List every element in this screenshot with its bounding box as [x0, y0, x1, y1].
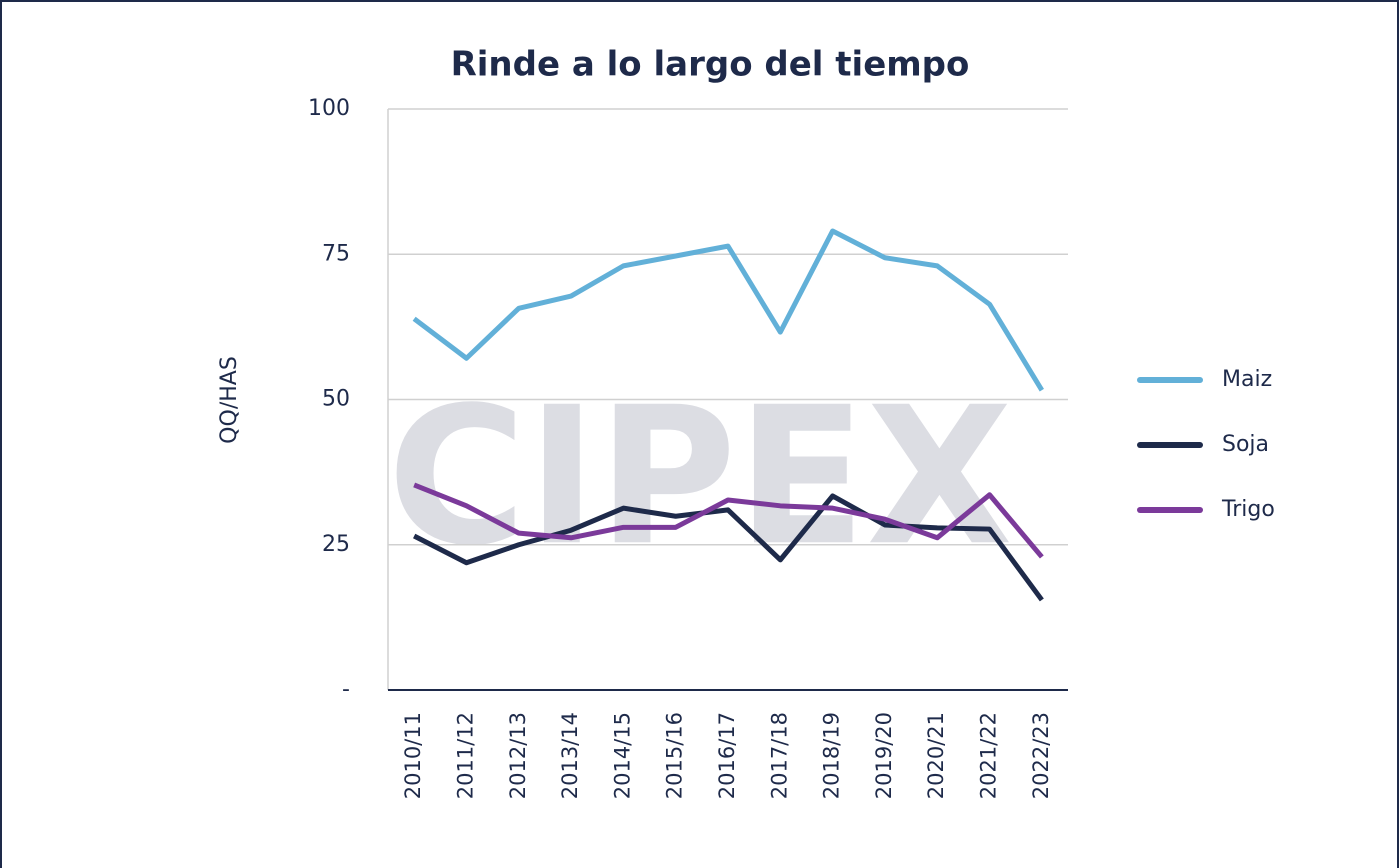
- legend-label: Maiz: [1222, 367, 1272, 392]
- x-tick-label: 2018/19: [820, 712, 844, 799]
- x-tick-label: 2019/20: [872, 712, 896, 799]
- x-tick-label: 2013/14: [558, 712, 582, 799]
- x-tick-label: 2012/13: [506, 712, 530, 799]
- series-line: [413, 482, 1044, 559]
- watermark: CIPEX: [387, 366, 1013, 587]
- x-tick-label: 2015/16: [663, 712, 687, 799]
- legend-label: Trigo: [1221, 497, 1275, 522]
- x-tick-label: 2011/12: [453, 712, 477, 799]
- y-tick-label: 25: [322, 532, 350, 557]
- x-tick-label: 2016/17: [715, 712, 739, 799]
- x-tick-label: 2014/15: [610, 712, 634, 799]
- y-axis-label: QQ/HAS: [217, 356, 242, 444]
- y-tick-label: -: [342, 677, 350, 702]
- chart-title: Rinde a lo largo del tiempo: [451, 45, 970, 85]
- x-tick-label: 2020/21: [924, 712, 948, 799]
- x-tick-label: 2022/23: [1029, 712, 1053, 799]
- y-tick-label: 50: [322, 387, 350, 412]
- series-line: [412, 228, 1044, 392]
- y-tick-label: 100: [308, 96, 350, 121]
- series-line: [413, 493, 1044, 602]
- x-tick-label: 2010/11: [401, 712, 425, 799]
- legend-label: Soja: [1222, 432, 1269, 457]
- y-tick-label: 75: [322, 241, 350, 266]
- x-tick-label: 2017/18: [767, 712, 791, 799]
- x-tick-label: 2021/22: [977, 712, 1001, 799]
